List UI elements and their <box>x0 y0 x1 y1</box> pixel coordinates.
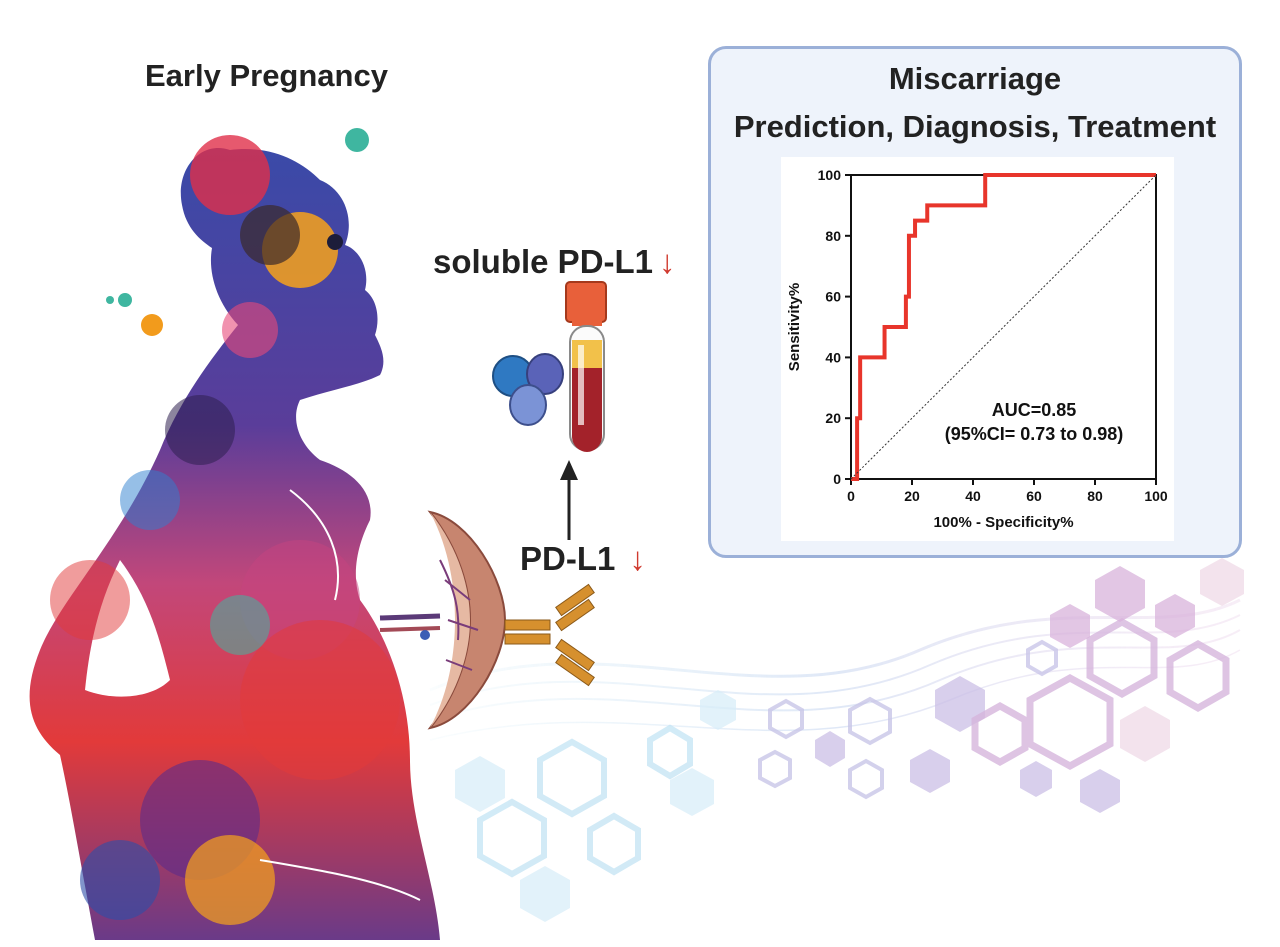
down-arrow-icon: ↓ <box>659 243 676 280</box>
ci-annotation: (95%CI= 0.73 to 0.98) <box>945 424 1124 444</box>
hexagon-pattern <box>455 558 1244 922</box>
protein-molecule-icon <box>492 353 564 426</box>
miscarriage-panel: Miscarriage Prediction, Diagnosis, Treat… <box>708 46 1242 558</box>
y-tick-label: 40 <box>825 349 841 365</box>
soluble-pdl1-label: soluble PD-L1 ↓ <box>433 243 676 281</box>
y-tick-label: 20 <box>825 410 841 426</box>
x-tick-label: 20 <box>904 488 920 504</box>
pdl1-text: PD-L1 <box>520 540 616 577</box>
x-tick-label: 0 <box>847 488 855 504</box>
x-tick-label: 60 <box>1026 488 1042 504</box>
roc-chart: 0 20 40 60 80 100 0 20 40 60 80 100 100% - Specifici… <box>786 167 1168 531</box>
y-tick-label: 100 <box>818 167 842 183</box>
panel-subtitle: Prediction, Diagnosis, Treatment <box>733 109 1217 144</box>
x-tick-label: 80 <box>1087 488 1103 504</box>
blood-tube-icon <box>565 281 607 452</box>
y-tick-label: 80 <box>825 228 841 244</box>
pdl1-label: PD-L1 ↓ <box>520 540 646 578</box>
x-tick-label: 40 <box>965 488 981 504</box>
placenta-icon <box>379 510 507 730</box>
soluble-pdl1-text: soluble PD-L1 <box>433 243 654 280</box>
auc-annotation: AUC=0.85 <box>992 400 1077 420</box>
y-tick-label: 60 <box>825 289 841 305</box>
y-axis-label: Sensitivity% <box>786 283 803 371</box>
roc-chart-card: 0 20 40 60 80 100 0 20 40 60 80 100 100% - Specifici… <box>781 157 1174 541</box>
down-arrow-icon: ↓ <box>629 540 646 577</box>
y-tick-label: 0 <box>833 471 841 487</box>
pregnant-woman-illustration <box>29 128 440 941</box>
roc-curve-line <box>851 173 1156 481</box>
x-tick-label: 100 <box>1144 488 1168 504</box>
up-arrow <box>560 460 578 540</box>
antibody-icon <box>504 583 595 687</box>
early-pregnancy-title: Early Pregnancy <box>145 58 388 93</box>
panel-title: Miscarriage <box>888 61 1062 96</box>
x-axis-label: 100% - Specificity% <box>933 514 1073 531</box>
